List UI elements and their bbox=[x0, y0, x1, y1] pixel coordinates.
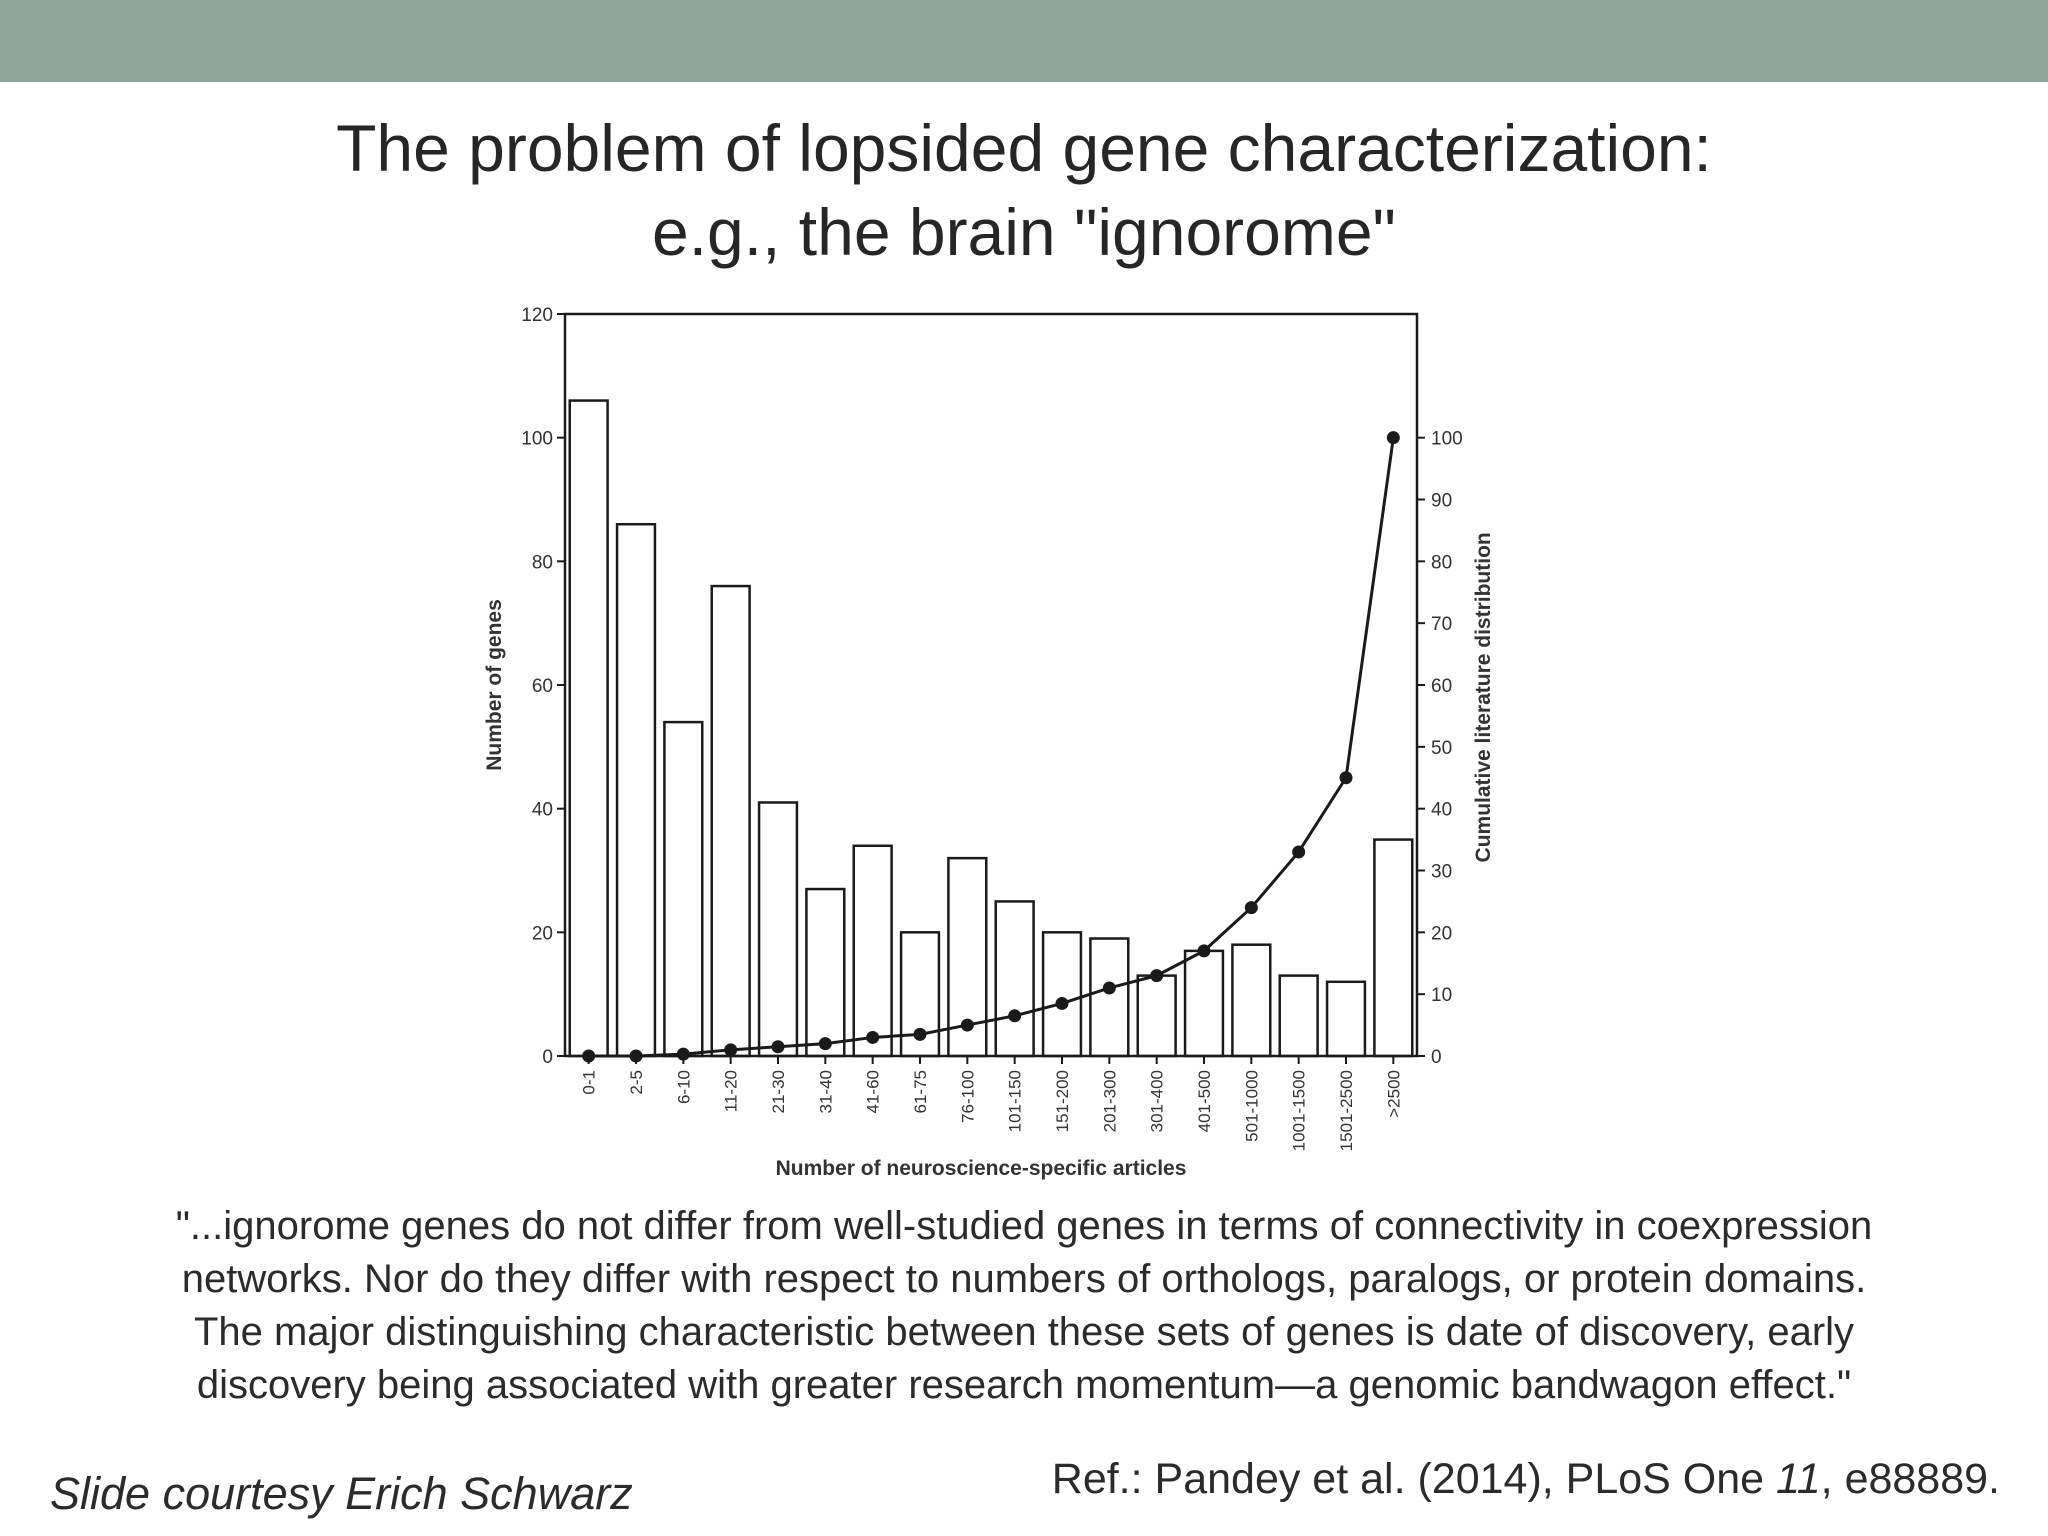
cumulative-point bbox=[629, 1049, 643, 1063]
cumulative-point bbox=[724, 1043, 738, 1057]
x-axis-tick-label: 0-1 bbox=[580, 1070, 599, 1095]
reference-prefix: Ref.: Pandey et al. (2014), PLoS One bbox=[1051, 1455, 1777, 1503]
title-line-2: e.g., the brain "ignorome" bbox=[652, 195, 1396, 269]
cumulative-point bbox=[1008, 1009, 1022, 1023]
cumulative-point bbox=[1386, 431, 1400, 445]
slide-courtesy: Slide courtesy Erich Schwarz bbox=[50, 1468, 633, 1519]
left-axis-tick-label: 20 bbox=[532, 923, 553, 944]
quote-line-2: networks. Nor do they differ with respec… bbox=[181, 1257, 1867, 1301]
cumulative-line bbox=[588, 437, 1395, 1058]
bar bbox=[1041, 931, 1083, 1058]
bar bbox=[1136, 974, 1177, 1058]
x-axis-tick-label: 41-60 bbox=[864, 1070, 883, 1113]
top-band bbox=[0, 0, 2048, 82]
cumulative-point bbox=[866, 1030, 880, 1044]
right-axis-tick-label: 90 bbox=[1431, 491, 1452, 512]
x-axis-tick-label: 101-150 bbox=[1006, 1070, 1025, 1132]
right-axis-tick-label: 20 bbox=[1431, 923, 1452, 944]
left-axis-tick-label: 40 bbox=[532, 800, 553, 821]
bar bbox=[710, 584, 751, 1058]
cumulative-point bbox=[1102, 981, 1116, 995]
bar bbox=[663, 720, 704, 1058]
bar bbox=[1231, 943, 1272, 1058]
bar bbox=[994, 900, 1035, 1058]
left-axis-tick-label: 0 bbox=[542, 1047, 553, 1068]
right-axis-tick-label: 100 bbox=[1431, 429, 1463, 450]
cumulative-point bbox=[1197, 944, 1211, 958]
cumulative-point bbox=[1339, 771, 1353, 785]
bar bbox=[1278, 974, 1319, 1058]
quote-line-4: discovery being associated with greater … bbox=[196, 1363, 1852, 1407]
x-axis-tick-label: 76-100 bbox=[958, 1070, 977, 1123]
x-axis-tick-label: 2-5 bbox=[627, 1070, 646, 1095]
reference-suffix: , e88889. bbox=[1820, 1455, 2000, 1503]
bar bbox=[568, 399, 609, 1058]
cumulative-point bbox=[1244, 901, 1258, 915]
left-axis-tick-label: 100 bbox=[521, 429, 553, 450]
x-axis-tick-label: 31-40 bbox=[816, 1070, 835, 1113]
bar bbox=[615, 522, 657, 1058]
reference-volume: 11 bbox=[1776, 1455, 1821, 1503]
right-axis-tick-label: 30 bbox=[1431, 862, 1452, 883]
left-axis-tick-label: 120 bbox=[521, 305, 553, 326]
right-axis-tick-label: 10 bbox=[1431, 985, 1452, 1006]
cumulative-point bbox=[582, 1049, 596, 1063]
x-axis-tick-label: 401-500 bbox=[1195, 1070, 1214, 1132]
bar bbox=[1325, 980, 1367, 1058]
bar bbox=[1183, 949, 1225, 1058]
cumulative-point bbox=[771, 1040, 785, 1054]
right-axis-tick-label: 40 bbox=[1431, 800, 1452, 821]
reference: Ref.: Pandey et al. (2014), PLoS One 11,… bbox=[1052, 1455, 2000, 1504]
ignorome-chart: 0 20 40 60 80 100 120 0 10 20 30 40 50 60 70 80 90 100 0-1… bbox=[483, 305, 1495, 1180]
cumulative-point bbox=[913, 1027, 927, 1041]
x-axis-tick-label: 6-10 bbox=[674, 1070, 693, 1104]
y2-axis-title: Cumulative literature distribution bbox=[1472, 532, 1495, 862]
quote-line-3: The major distinguishing characteristic … bbox=[193, 1310, 1855, 1354]
right-axis-tick-label: 70 bbox=[1431, 614, 1452, 635]
bar bbox=[757, 801, 799, 1058]
right-axis-tick-label: 80 bbox=[1431, 552, 1452, 573]
x-axis-tick-label: 201-300 bbox=[1100, 1070, 1119, 1132]
x-axis-tick-label: 21-30 bbox=[769, 1070, 788, 1113]
cumulative-point bbox=[676, 1047, 690, 1061]
right-axis-tick-label: 0 bbox=[1431, 1047, 1442, 1068]
bar bbox=[1089, 937, 1130, 1058]
x-axis-tick-label: 1501-2500 bbox=[1337, 1070, 1356, 1151]
cumulative-point bbox=[1150, 969, 1164, 983]
left-axis-tick-label: 60 bbox=[532, 676, 553, 697]
right-axis-tick-label: 60 bbox=[1431, 676, 1452, 697]
x-axis-tick-label: 61-75 bbox=[911, 1070, 930, 1113]
x-axis-tick-label: 501-1000 bbox=[1242, 1070, 1261, 1142]
cumulative-point bbox=[1055, 996, 1069, 1010]
y-axis-title: Number of genes bbox=[483, 599, 506, 771]
quote-line-1: "...ignorome genes do not differ from we… bbox=[175, 1204, 1873, 1248]
x-axis-tick-label: 301-400 bbox=[1148, 1070, 1167, 1132]
bar bbox=[852, 844, 893, 1058]
right-axis-tick-label: 50 bbox=[1431, 738, 1452, 759]
quote: "...ignorome genes do not differ from we… bbox=[0, 1200, 2048, 1412]
title-line-1: The problem of lopsided gene characteriz… bbox=[336, 111, 1712, 185]
x-axis-tick-label: >2500 bbox=[1384, 1070, 1403, 1118]
bar bbox=[1373, 838, 1414, 1058]
left-axis-tick-label: 80 bbox=[532, 552, 553, 573]
slide-title: The problem of lopsided gene characteriz… bbox=[0, 106, 2048, 274]
x-axis-tick-label: 151-200 bbox=[1053, 1070, 1072, 1132]
cumulative-point bbox=[960, 1018, 974, 1032]
cumulative-point bbox=[1292, 845, 1306, 859]
x-axis-tick-label: 1001-1500 bbox=[1290, 1070, 1309, 1151]
bar bbox=[805, 887, 846, 1058]
cumulative-point bbox=[818, 1037, 832, 1051]
x-axis-tick-label: 11-20 bbox=[722, 1070, 741, 1112]
x-axis-title: Number of neuroscience-specific articles bbox=[776, 1157, 1187, 1180]
